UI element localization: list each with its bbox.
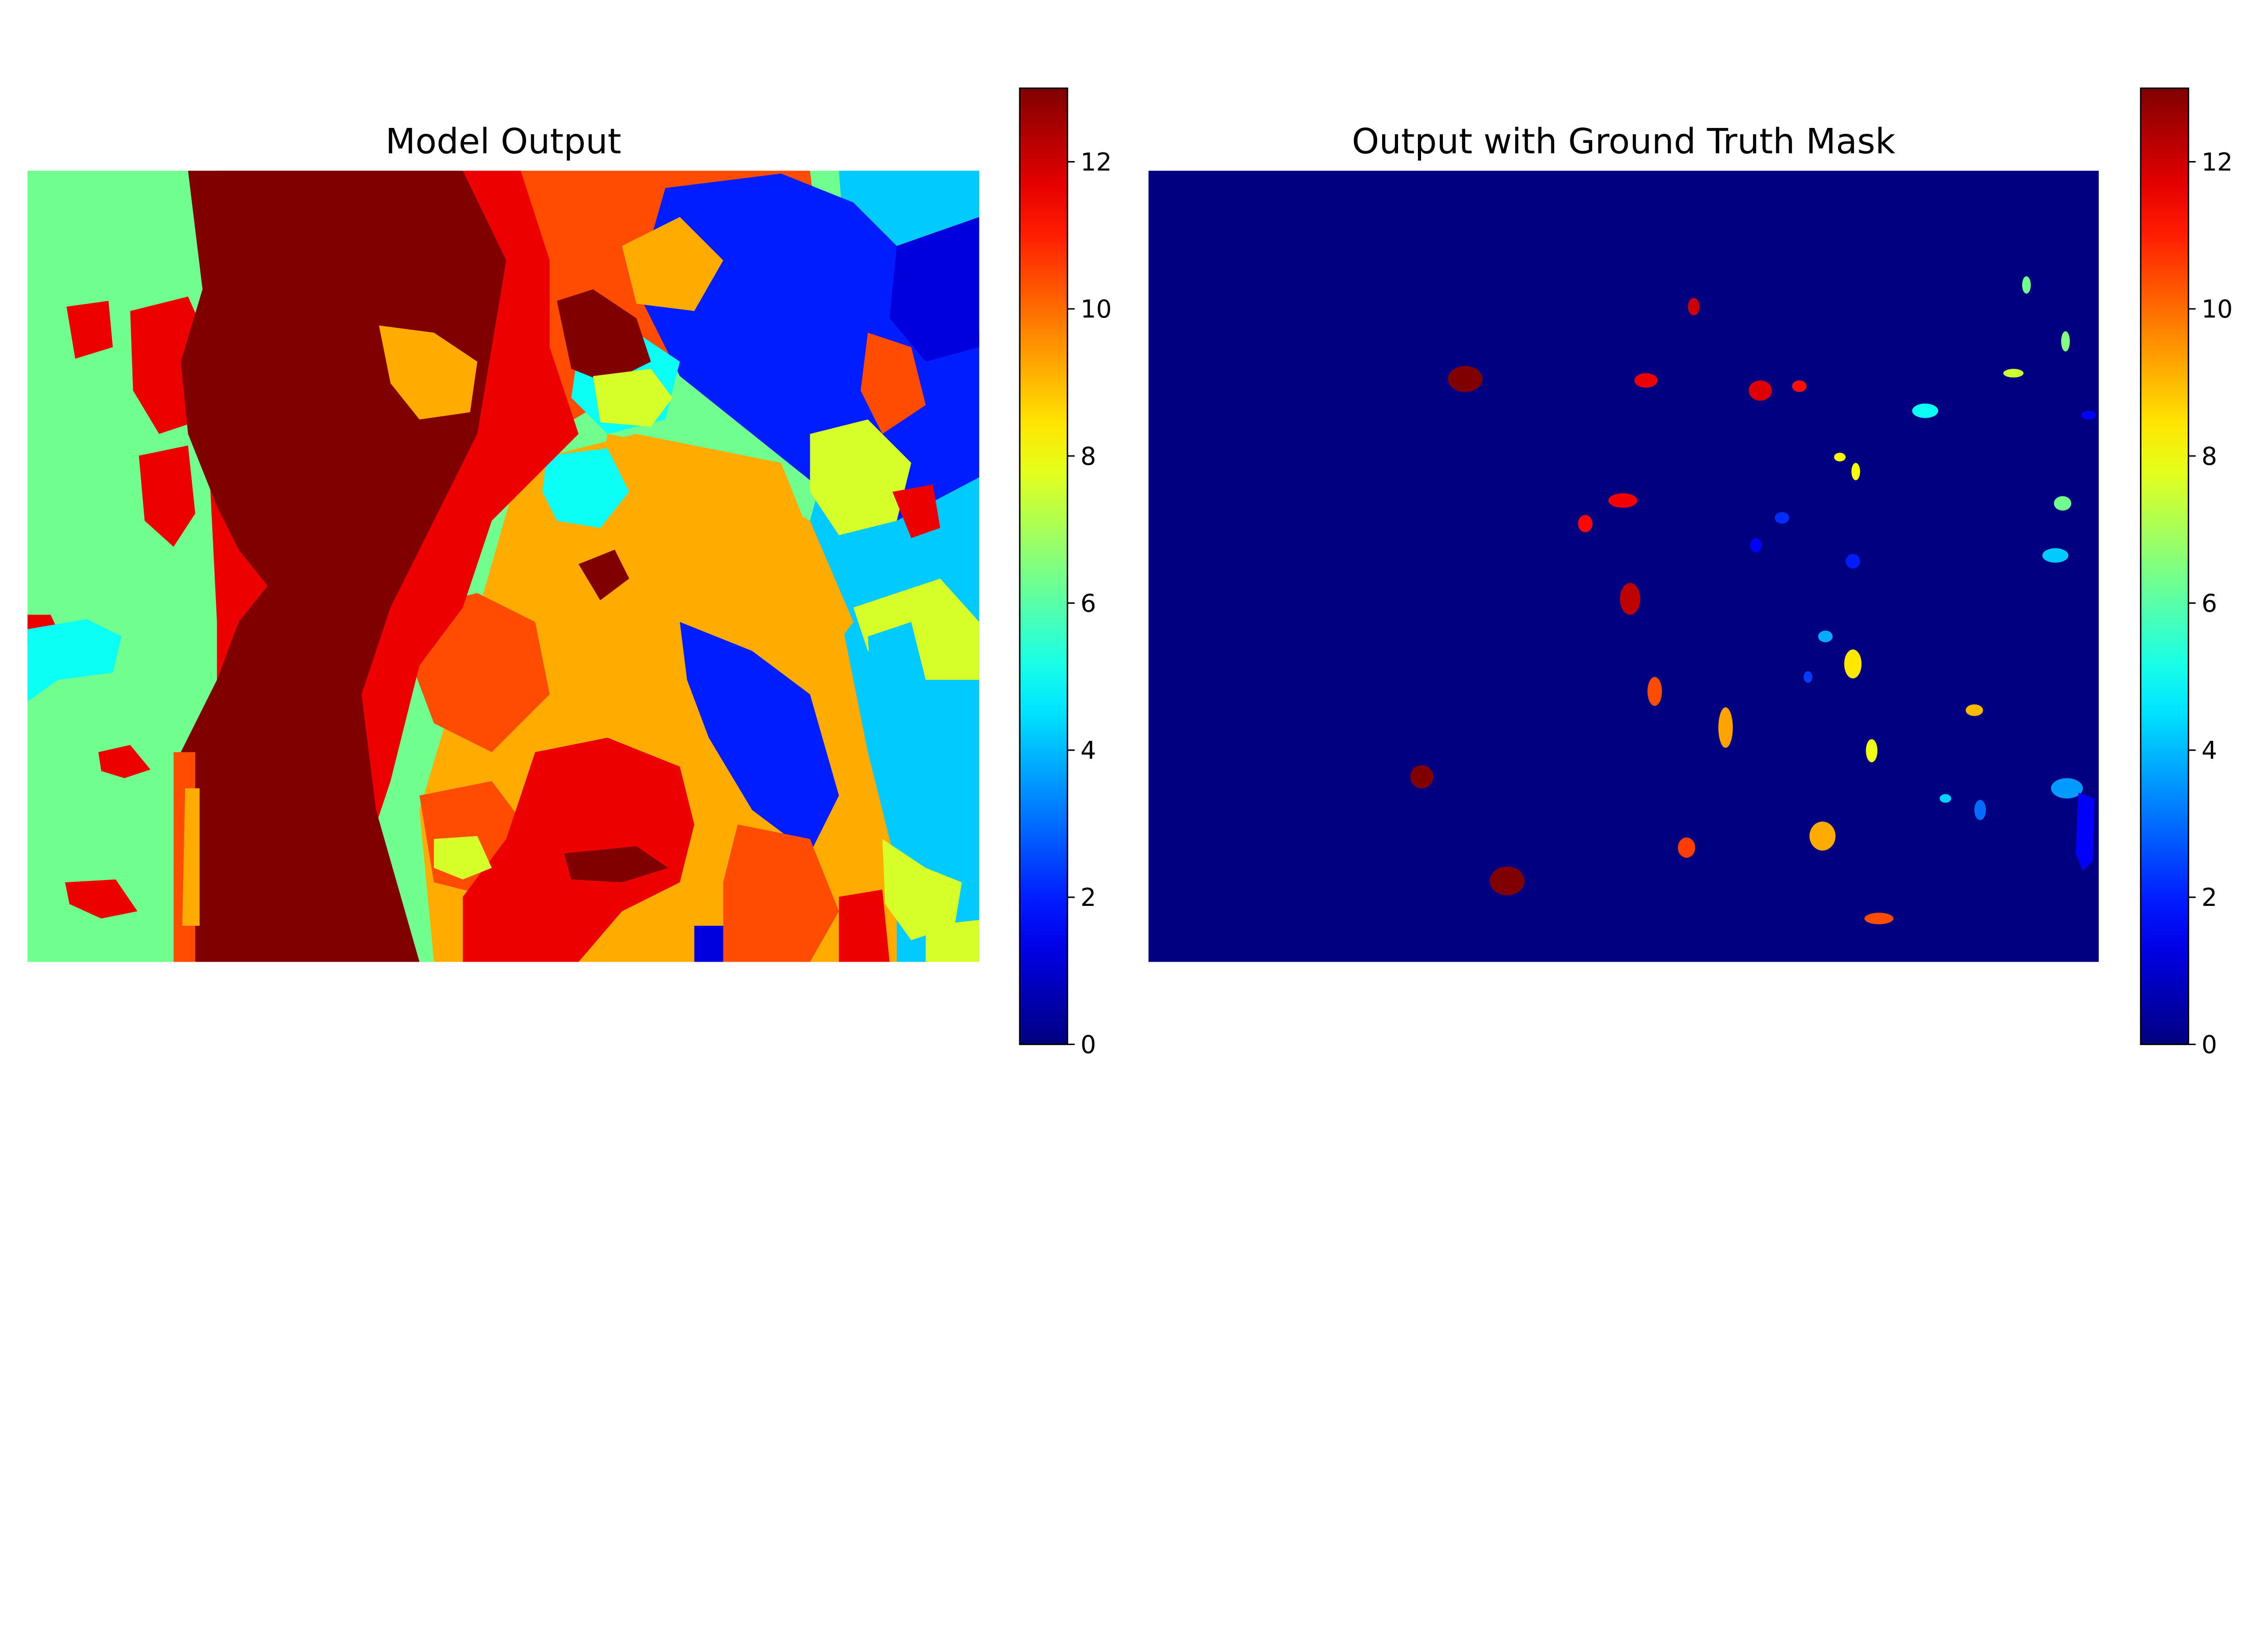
heatmap-region bbox=[66, 301, 113, 359]
colorbar-tick-label: 6 bbox=[2201, 589, 2217, 618]
mask-blob bbox=[1851, 463, 1860, 480]
colorbar-tick-label: 4 bbox=[2201, 736, 2217, 765]
mask-blob bbox=[1608, 493, 1637, 508]
right-heatmap bbox=[1148, 171, 2099, 962]
colorbar-tick-label: 4 bbox=[1080, 736, 1096, 765]
mask-blob bbox=[2003, 369, 2024, 378]
heatmap-region bbox=[379, 325, 478, 420]
heatmap-region bbox=[27, 619, 122, 702]
mask-blob bbox=[2051, 778, 2083, 799]
heatmap-region bbox=[679, 622, 839, 854]
colorbar-tick-label: 0 bbox=[1080, 1030, 1096, 1059]
mask-blob bbox=[1490, 866, 1525, 895]
mask-blob bbox=[1866, 739, 1878, 763]
mask-blob bbox=[1634, 373, 1658, 388]
mask-blob bbox=[1804, 671, 1813, 683]
mask-blob bbox=[2081, 411, 2096, 420]
heatmap-background bbox=[1148, 171, 2099, 962]
colorbar-gradient bbox=[1019, 87, 1068, 1045]
colorbar-tick-label: 12 bbox=[2201, 148, 2233, 176]
mask-blob bbox=[2061, 331, 2070, 352]
heatmap-region bbox=[860, 332, 926, 434]
mask-blob bbox=[1834, 453, 1846, 462]
heatmap-region bbox=[622, 217, 723, 311]
left-colorbar: 0 2 4 6 8 10 12 bbox=[1019, 87, 1112, 1059]
colorbar-tick-label: 10 bbox=[1080, 295, 1112, 323]
heatmap-region bbox=[578, 549, 630, 601]
mask-blob bbox=[1965, 704, 1983, 716]
mask-blob bbox=[1974, 800, 1986, 821]
colorbar-tick-label: 2 bbox=[1080, 883, 1096, 912]
mask-blob bbox=[1688, 298, 1700, 316]
heatmap-region bbox=[810, 419, 911, 535]
heatmap-region bbox=[463, 738, 694, 962]
heatmap-region bbox=[593, 434, 854, 680]
heatmap-region bbox=[98, 745, 151, 778]
figure: 0 2 4 6 8 10 12 0 2 4 6 8 10 12 bbox=[27, 87, 2233, 1059]
mask-blob bbox=[1718, 707, 1733, 748]
mask-blob bbox=[1410, 765, 1434, 788]
colorbar-tick-label: 0 bbox=[2201, 1030, 2217, 1059]
mask-blob bbox=[1912, 403, 1938, 418]
heatmap-region bbox=[434, 836, 492, 880]
mask-blob bbox=[1750, 538, 1762, 553]
mask-blob bbox=[1844, 649, 1862, 679]
heatmap-region bbox=[868, 622, 926, 753]
heatmap-region bbox=[839, 890, 890, 962]
mask-blob bbox=[1864, 913, 1894, 924]
right-colorbar: 0 2 4 6 8 10 12 bbox=[2140, 87, 2233, 1059]
left-panel-title: Model Output bbox=[385, 121, 621, 162]
heatmap-region bbox=[557, 289, 651, 384]
mask-blob bbox=[1447, 366, 1483, 392]
heatmap-region bbox=[65, 879, 137, 919]
heatmap-region bbox=[882, 839, 962, 940]
mask-blob bbox=[1940, 794, 1951, 803]
heatmap-region bbox=[412, 593, 550, 753]
mask-blob bbox=[2022, 276, 2031, 294]
heatmap-region bbox=[593, 369, 673, 427]
mask-blob bbox=[2075, 792, 2095, 871]
heatmap-region bbox=[723, 824, 839, 962]
heatmap-region bbox=[892, 484, 940, 538]
mask-blob bbox=[1792, 380, 1807, 392]
mask-blob bbox=[2042, 548, 2068, 563]
colorbar-tick-label: 6 bbox=[1080, 589, 1096, 618]
heatmap-region bbox=[925, 920, 979, 962]
mask-blob bbox=[2054, 496, 2072, 511]
heatmap-region bbox=[139, 445, 196, 547]
mask-blob bbox=[1809, 821, 1836, 851]
colorbar-tick-label: 10 bbox=[2201, 295, 2233, 323]
mask-blob bbox=[1620, 583, 1641, 615]
left-heatmap bbox=[27, 171, 979, 962]
heatmap-region bbox=[182, 788, 200, 926]
heatmap-region bbox=[694, 925, 723, 962]
colorbar-gradient bbox=[2140, 87, 2190, 1045]
mask-blob bbox=[1677, 837, 1696, 858]
mask-blob bbox=[1647, 677, 1662, 706]
colorbar-tick-label: 8 bbox=[1080, 442, 1096, 470]
mask-blob bbox=[1749, 380, 1772, 401]
mask-blob bbox=[1578, 515, 1593, 533]
heatmap-region bbox=[542, 448, 630, 528]
heatmap-region bbox=[564, 846, 669, 883]
mask-blob bbox=[1818, 631, 1833, 642]
colorbar-tick-label: 2 bbox=[2201, 883, 2217, 912]
mask-blob bbox=[1774, 512, 1789, 524]
colorbar-tick-label: 12 bbox=[1080, 148, 1112, 176]
mask-blob bbox=[1845, 554, 1860, 569]
heatmap-region bbox=[890, 217, 979, 362]
right-panel-title: Output with Ground Truth Mask bbox=[1352, 121, 1896, 162]
colorbar-tick-label: 8 bbox=[2201, 442, 2217, 470]
